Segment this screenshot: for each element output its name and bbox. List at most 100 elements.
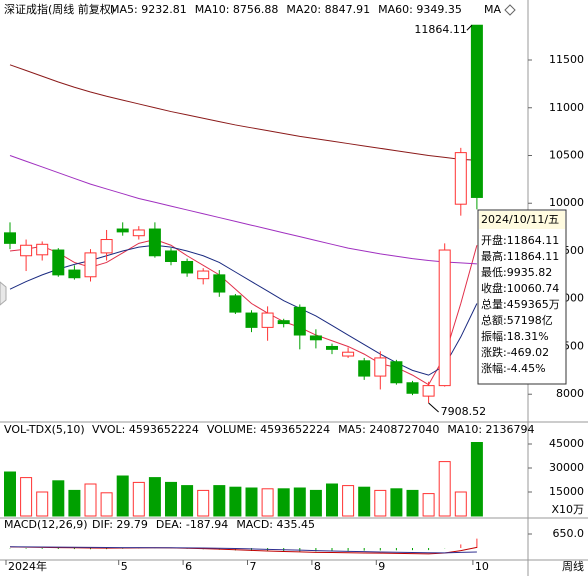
volume-bar (374, 489, 387, 517)
tooltip-row: 开盘:11864.11 (481, 233, 559, 247)
x-tick-label: 7 (250, 560, 257, 573)
candle-body (406, 382, 419, 394)
candle-body (84, 252, 97, 278)
volume-bar (470, 442, 483, 517)
candle-body (68, 269, 81, 279)
tooltip-row: 收盘:10060.74 (481, 281, 559, 295)
y-tick-label: 650.0 (553, 527, 585, 540)
tooltip-row: 总量:459365万 (481, 297, 560, 311)
candle-body (261, 312, 274, 328)
candle-body (374, 357, 387, 377)
candle-body (52, 249, 65, 276)
legend-entry: MA20: 8847.91 (286, 3, 370, 16)
tooltip-row: 总额:57198亿 (481, 313, 553, 327)
candle-body (132, 229, 145, 237)
tooltip-box (477, 209, 567, 385)
x-tick-label: 10 (475, 560, 489, 573)
candle-body (229, 295, 242, 313)
candle-body (470, 24, 483, 198)
volume-bar (165, 481, 177, 517)
candle-body (116, 228, 129, 233)
candle-body (438, 249, 451, 387)
price-plot (4, 24, 483, 403)
volume-bar (438, 461, 451, 517)
volume-bar (20, 477, 33, 517)
y-tick-label: 10000 (549, 196, 584, 209)
tooltip-row: 最高:11864.11 (481, 249, 559, 263)
macd-line (9, 546, 477, 555)
volume-bar (293, 487, 306, 517)
ma-line (9, 155, 477, 265)
high-label: 11864.11 (414, 23, 467, 36)
volume-bar (342, 485, 355, 517)
ma-line (9, 64, 477, 161)
candle-body (36, 243, 49, 256)
volume-bar (390, 488, 403, 517)
x-tick-label: 9 (378, 560, 385, 573)
candle-body (181, 260, 194, 274)
period-label: 周线 (562, 559, 584, 573)
candle-body (358, 360, 371, 377)
legend-entry: VVOL: 4593652224 (92, 423, 199, 436)
volume-bar (406, 489, 419, 517)
candle-body (454, 152, 467, 205)
ma-button[interactable]: MA (484, 3, 501, 16)
x-tick-label: 2024年 (8, 559, 47, 573)
candle-body (342, 351, 355, 357)
x-tick-label: 6 (185, 560, 192, 573)
volume-bar (181, 485, 194, 517)
candle-body (293, 306, 306, 336)
volume-bar (245, 487, 258, 517)
candle-body (148, 228, 161, 257)
candle-body (309, 335, 322, 341)
side-tab[interactable] (0, 281, 7, 306)
volume-plot (4, 442, 483, 517)
volume-bar (52, 480, 65, 517)
volume-bar (358, 486, 371, 517)
tooltip-row: 涨跌:-469.02 (481, 345, 549, 359)
candle-body (165, 250, 177, 262)
volume-bar (148, 477, 161, 517)
chart-title: 深证成指(周线 前复权) (4, 2, 115, 16)
legend-entry: MA5: 2408727040 (338, 423, 439, 436)
volume-bar (309, 489, 322, 517)
candle-body (326, 345, 338, 350)
volume-bar (197, 489, 210, 517)
tooltip-header-bg (479, 211, 565, 229)
tooltip-row: 最低:9935.82 (481, 266, 552, 279)
volume-bar (454, 491, 467, 517)
volume-bar (326, 483, 338, 517)
y-tick-label: 11500 (549, 53, 584, 66)
volume-bar (277, 488, 290, 517)
volume-bar (4, 471, 16, 517)
macd-title: MACD(12,26,9) (4, 518, 88, 531)
y-tick-label: 10500 (549, 148, 584, 161)
candle-body (4, 232, 16, 244)
tooltip-row: 振幅:18.31% (481, 329, 549, 343)
y-tick-label: 8000 (556, 387, 584, 400)
candle-body (197, 270, 210, 280)
volume-bar (132, 481, 145, 517)
high-leader (466, 24, 473, 31)
legend-entry: VOLUME: 4593652224 (207, 423, 330, 436)
low-label: 7908.52 (441, 405, 487, 418)
volume-bar (229, 486, 242, 517)
legend-entry: DIF: 29.79 (92, 518, 148, 531)
candle-body (20, 244, 33, 257)
volume-unit: X10万 (551, 503, 584, 516)
y-tick-label: 15000 (549, 485, 584, 498)
volume-bar (213, 485, 226, 517)
candle-body (277, 320, 290, 325)
volume-bar (84, 483, 97, 517)
candle-body (422, 385, 435, 397)
volume-bar (116, 475, 129, 517)
volume-bar (36, 491, 49, 517)
legend-entry: MA60: 9349.35 (378, 3, 462, 16)
volume-bar (422, 493, 435, 517)
legend-entry: MA10: 8756.88 (195, 3, 279, 16)
legend-entry: MA5: 9232.81 (110, 3, 187, 16)
settings-icon[interactable] (504, 4, 516, 16)
candle-body (390, 361, 403, 384)
volume-bar (261, 488, 274, 517)
